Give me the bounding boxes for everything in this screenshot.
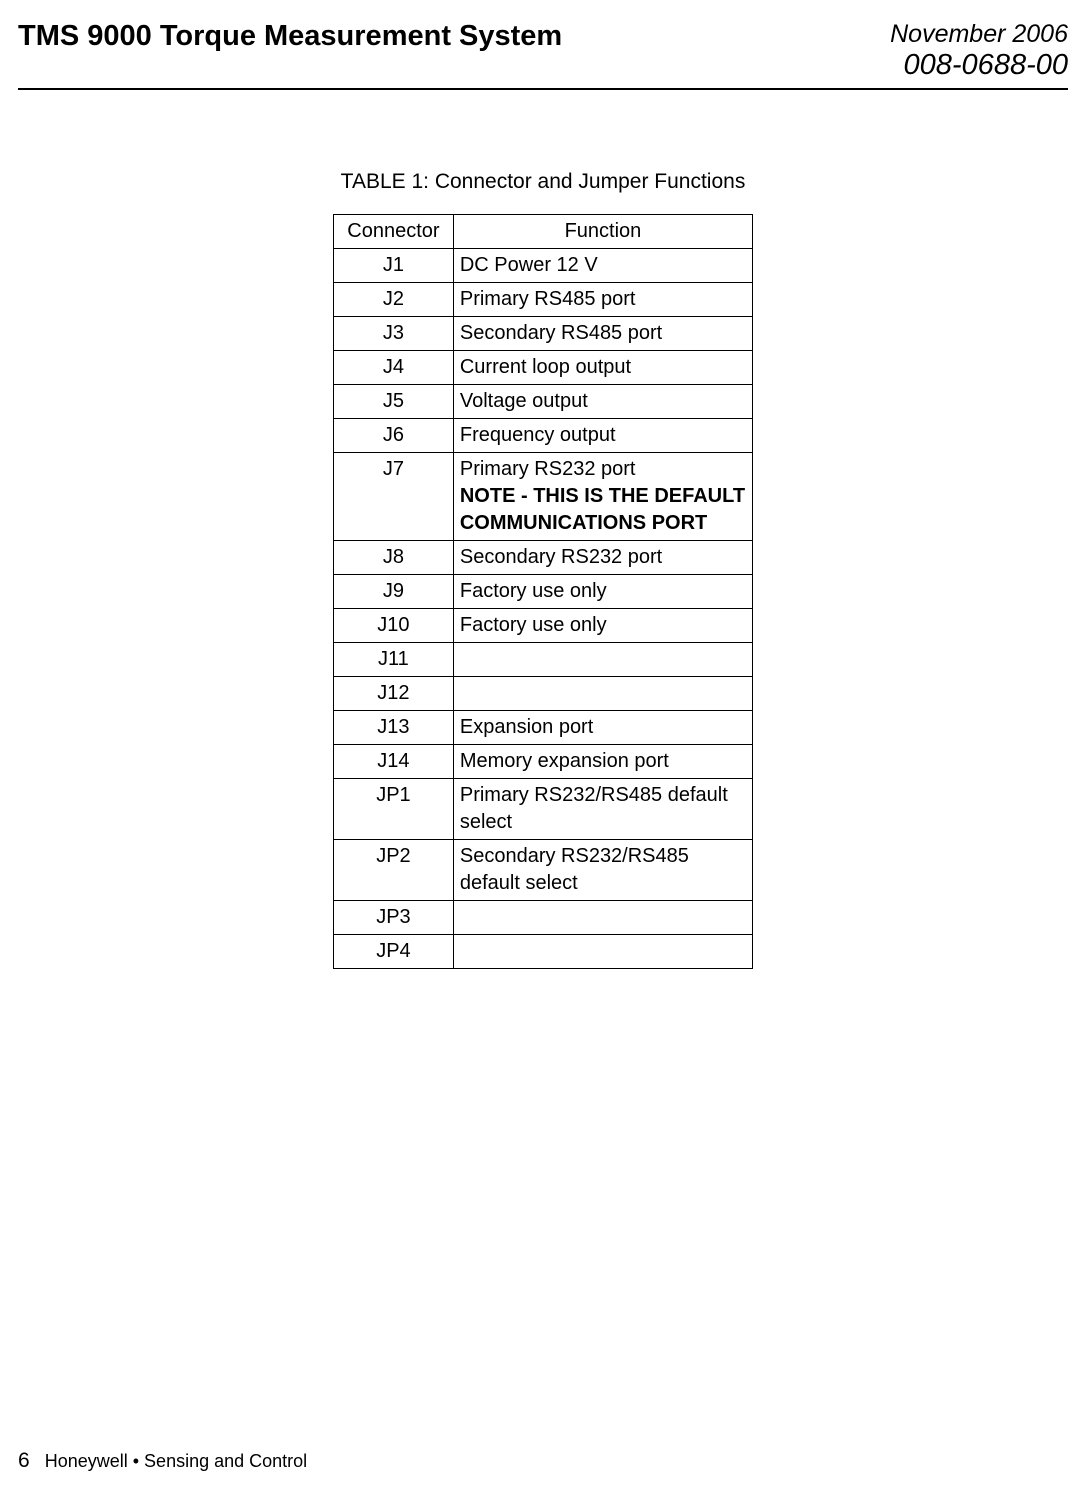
- cell-function-text: Current loop output: [460, 356, 631, 378]
- document-header: TMS 9000 Torque Measurement System Novem…: [0, 0, 1086, 82]
- cell-connector: J6: [334, 419, 454, 453]
- cell-connector: J2: [334, 283, 454, 317]
- cell-function: Memory expansion port: [453, 745, 752, 779]
- cell-function: Primary RS232/RS485 default select: [453, 779, 752, 840]
- cell-function-text: Secondary RS232/RS485 default select: [460, 845, 689, 894]
- cell-connector: J1: [334, 249, 454, 283]
- table-row: J7 Primary RS232 port NOTE - THIS IS THE D…: [334, 453, 753, 541]
- cell-function-text: Primary RS485 port: [460, 288, 636, 310]
- table-row: J5 Voltage output: [334, 385, 753, 419]
- table-row: J12: [334, 677, 753, 711]
- table-row: J9 Factory use only: [334, 575, 753, 609]
- connector-table: Connector Function J1 DC Power 12 V J2 Prim…: [333, 214, 753, 969]
- document-number: 008-0688-00: [890, 49, 1068, 82]
- table-row: JP2Secondary RS232/RS485 default select: [334, 840, 753, 901]
- cell-function-text: Memory expansion port: [460, 750, 669, 772]
- cell-function: [453, 935, 752, 969]
- cell-connector: J10: [334, 609, 454, 643]
- cell-function: Frequency output: [453, 419, 752, 453]
- document-meta: November 2006 008-0688-00: [890, 20, 1068, 82]
- cell-function: Primary RS485 port: [453, 283, 752, 317]
- cell-function: Factory use only: [453, 609, 752, 643]
- cell-function-text: Secondary RS232 port: [460, 546, 662, 568]
- table-row: J6 Frequency output: [334, 419, 753, 453]
- document-title: TMS 9000 Torque Measurement System: [18, 20, 562, 53]
- cell-function: Voltage output: [453, 385, 752, 419]
- cell-function-text: Primary RS232 port: [460, 458, 636, 480]
- cell-connector: J4: [334, 351, 454, 385]
- table-row: JP3: [334, 901, 753, 935]
- footer-text: Honeywell • Sensing and Control: [45, 1451, 307, 1471]
- header-divider: [18, 88, 1068, 90]
- cell-function: [453, 677, 752, 711]
- table-row: J8 Secondary RS232 port: [334, 541, 753, 575]
- table-header-row: Connector Function: [334, 215, 753, 249]
- table-caption: TABLE 1: Connector and Jumper Functions: [0, 170, 1086, 194]
- document-date: November 2006: [890, 20, 1068, 49]
- cell-function: Primary RS232 port NOTE - THIS IS THE DEF…: [453, 453, 752, 541]
- cell-function: [453, 643, 752, 677]
- cell-function-text: Factory use only: [460, 580, 607, 602]
- cell-connector: JP1: [334, 779, 454, 840]
- cell-connector: J3: [334, 317, 454, 351]
- table-row: JP1Primary RS232/RS485 default select: [334, 779, 753, 840]
- cell-connector: J12: [334, 677, 454, 711]
- table-row: J4 Current loop output: [334, 351, 753, 385]
- table-row: J10 Factory use only: [334, 609, 753, 643]
- cell-function: [453, 901, 752, 935]
- cell-connector: J7: [334, 453, 454, 541]
- cell-function-text: Secondary RS485 port: [460, 322, 662, 344]
- cell-connector: J8: [334, 541, 454, 575]
- cell-connector: J13: [334, 711, 454, 745]
- cell-function: DC Power 12 V: [453, 249, 752, 283]
- cell-connector: J5: [334, 385, 454, 419]
- table-container: Connector Function J1 DC Power 12 V J2 Prim…: [0, 214, 1086, 969]
- document-footer: 6 Honeywell • Sensing and Control: [18, 1449, 307, 1473]
- cell-function-text: Primary RS232/RS485 default select: [460, 784, 728, 833]
- column-header-connector: Connector: [334, 215, 454, 249]
- cell-function-text: Frequency output: [460, 424, 616, 446]
- table-row: J1 DC Power 12 V: [334, 249, 753, 283]
- column-header-function: Function: [453, 215, 752, 249]
- cell-function: Expansion port: [453, 711, 752, 745]
- table-row: J14 Memory expansion port: [334, 745, 753, 779]
- cell-connector: J14: [334, 745, 454, 779]
- cell-function-text: DC Power 12 V: [460, 254, 598, 276]
- cell-function: Secondary RS485 port: [453, 317, 752, 351]
- cell-function: Current loop output: [453, 351, 752, 385]
- cell-function: Secondary RS232 port: [453, 541, 752, 575]
- page-number: 6: [18, 1449, 30, 1472]
- cell-function: Factory use only: [453, 575, 752, 609]
- table-row: J11: [334, 643, 753, 677]
- table-row: JP4: [334, 935, 753, 969]
- cell-connector: JP3: [334, 901, 454, 935]
- cell-connector: JP4: [334, 935, 454, 969]
- cell-function-text: Expansion port: [460, 716, 593, 738]
- cell-connector: J11: [334, 643, 454, 677]
- cell-function-note: NOTE - THIS IS THE DEFAULT COMMUNICATION…: [460, 485, 745, 534]
- table-row: J3 Secondary RS485 port: [334, 317, 753, 351]
- cell-connector: J9: [334, 575, 454, 609]
- table-row: J2 Primary RS485 port: [334, 283, 753, 317]
- cell-function: Secondary RS232/RS485 default select: [453, 840, 752, 901]
- cell-function-text: Voltage output: [460, 390, 588, 412]
- table-row: J13 Expansion port: [334, 711, 753, 745]
- cell-function-text: Factory use only: [460, 614, 607, 636]
- cell-connector: JP2: [334, 840, 454, 901]
